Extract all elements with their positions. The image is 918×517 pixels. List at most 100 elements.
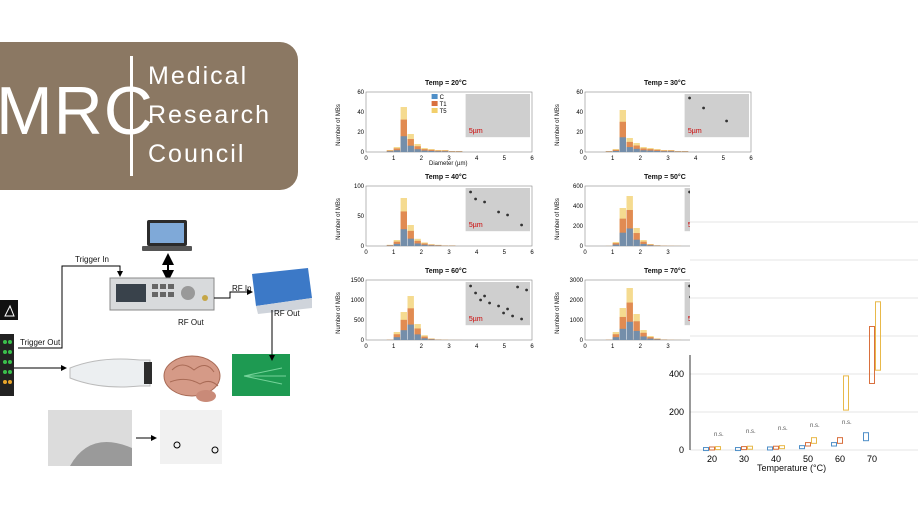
brain-icon <box>163 355 221 402</box>
histogram-ytick: 50 <box>357 214 364 220</box>
histogram-title: Temp = 60°C <box>425 268 467 275</box>
histogram-ytick: 100 <box>354 184 365 190</box>
histogram-title: Temp = 20°C <box>425 80 467 87</box>
logo-abbrev: MRC <box>0 73 154 149</box>
histogram-ytick: 3000 <box>570 278 584 284</box>
histogram-bar <box>428 149 435 152</box>
histogram-bar <box>674 151 682 152</box>
histogram-bar <box>661 151 668 152</box>
histogram-xtick: 2 <box>639 250 643 256</box>
histogram-ytick: 1000 <box>570 318 584 324</box>
boxplot-box <box>703 447 709 452</box>
histogram-xtick: 1 <box>392 344 396 350</box>
bubble-dot <box>525 288 528 292</box>
histogram-bar <box>654 338 661 340</box>
bubble-dot <box>506 307 509 311</box>
boxplot-ytick: 0 <box>679 445 684 455</box>
histogram-xlabel: Diameter (µm) <box>429 161 468 167</box>
histogram-xtick: 0 <box>583 156 587 162</box>
histogram-bar <box>435 245 442 246</box>
histogram-panel: Temp = 30°C Number of MBs 0 1 2 3 4 5 6 0 20 40 60 5µ… <box>549 80 755 168</box>
histogram-bar <box>619 121 626 152</box>
histogram-xtick: 5 <box>503 250 507 256</box>
histogram-bar <box>393 150 401 152</box>
histogram-bar <box>633 321 640 340</box>
histogram-xtick: 6 <box>530 156 534 162</box>
histogram-bar <box>640 243 647 246</box>
histogram-bar <box>640 332 647 340</box>
histogram-xtick: 0 <box>364 344 368 350</box>
histogram-bar <box>647 149 654 152</box>
histogram-bar <box>605 151 613 152</box>
rf-out-label-1: RF Out <box>178 318 204 327</box>
pcb-icon <box>232 354 290 396</box>
histogram-bar <box>435 151 442 152</box>
histogram-xtick: 1 <box>611 250 615 256</box>
histogram-bar <box>428 244 435 246</box>
histogram-xtick: 1 <box>611 156 615 162</box>
histogram-xtick: 2 <box>420 250 424 256</box>
histogram-bar <box>681 151 689 152</box>
histogram-bar <box>668 151 675 152</box>
histogram-bar <box>647 244 654 246</box>
boxplot-box <box>773 445 779 450</box>
boxplot-box <box>805 442 811 447</box>
histogram-bar <box>626 147 633 152</box>
histogram-bar <box>414 243 421 246</box>
histogram-bar <box>619 328 626 340</box>
histogram-bar <box>393 243 401 246</box>
histogram-xtick: 5 <box>722 156 726 162</box>
histogram-bar <box>428 245 435 246</box>
histogram-bar <box>407 145 414 152</box>
histogram-bar <box>393 337 401 340</box>
histogram-ytick: 60 <box>357 90 364 96</box>
bubble-image <box>160 410 222 464</box>
histogram-bar <box>449 151 456 152</box>
histogram-bar <box>654 339 661 340</box>
histogram-xtick: 2 <box>420 156 424 162</box>
histogram-bar <box>421 336 428 340</box>
boxplot-box <box>767 446 773 451</box>
histogram-bar <box>428 338 435 340</box>
boxplot-box <box>843 375 849 411</box>
ultrasound-probe-icon <box>69 358 152 388</box>
histogram-bar <box>455 151 463 152</box>
ns-label: n.s. <box>746 429 756 435</box>
histogram-ytick: 1000 <box>351 298 365 304</box>
histogram-bar <box>393 241 401 246</box>
histogram-bar <box>626 141 633 152</box>
scale-bar-label: 5µm <box>469 128 483 135</box>
bubble-dot <box>483 200 486 204</box>
histogram-bar <box>393 148 401 152</box>
histogram-bar <box>654 150 661 152</box>
histogram-bar <box>421 150 428 152</box>
logo-divider <box>130 56 133 176</box>
histogram-bar <box>612 244 620 246</box>
histogram-ytick: 20 <box>576 130 583 136</box>
histogram-bar <box>400 136 407 152</box>
rf-in-label: RF In <box>232 284 252 293</box>
histogram-bar <box>633 148 640 152</box>
histogram-xtick: 2 <box>420 344 424 350</box>
histogram-bar <box>661 150 668 152</box>
histogram-bar <box>393 334 401 340</box>
histogram-bar <box>407 238 414 246</box>
histogram-bar <box>626 210 633 246</box>
legend-swatch <box>431 101 438 106</box>
boxplot-box <box>747 445 753 450</box>
boxplot-xtick: 40 <box>771 454 781 464</box>
microscopy-inset <box>465 282 530 326</box>
histogram-ytick: 0 <box>580 150 584 156</box>
bubble-dot <box>497 304 500 308</box>
histogram-panel: Temp = 60°C Number of MBs 0 1 2 3 4 5 6 0 500 1000 1… <box>330 268 536 356</box>
microscopy-inset <box>465 94 530 138</box>
histogram-bar <box>386 151 394 152</box>
legend-swatch <box>431 108 438 113</box>
histogram-xtick: 3 <box>447 156 451 162</box>
histogram-bar <box>640 241 647 246</box>
boxplot-box <box>799 445 805 450</box>
histogram-bar <box>414 149 421 152</box>
histogram-bar <box>421 244 428 246</box>
histogram-ytick: 60 <box>576 90 583 96</box>
histogram-bar <box>421 149 428 152</box>
